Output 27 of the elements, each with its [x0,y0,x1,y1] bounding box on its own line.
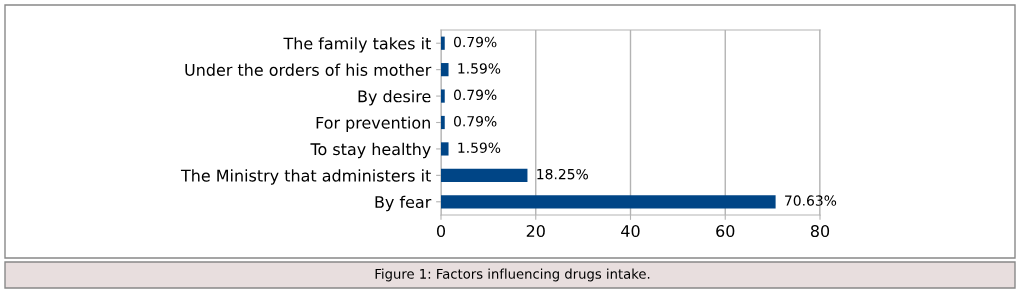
x-tick-label: 60 [716,225,735,238]
data-label: 70.63% [785,195,837,206]
caption: Figure 1: Factors influencing drugs intake. [375,268,650,282]
data-label: 1.59% [458,63,501,74]
y-tick-label: For prevention [316,116,430,132]
bar [441,89,445,103]
data-label: 0.79% [453,116,497,127]
y-tick-label: The family takes it [283,37,431,53]
y-tick-label: To stay healthy [310,142,431,159]
data-label: 0.79% [453,36,497,48]
data-label: 18.25% [537,168,588,180]
data-label: 0.79% [453,89,497,101]
x-tick-label: 20 [526,225,545,238]
x-tick-label: 80 [810,225,830,238]
y-tick-label: The Ministry that administers it [180,169,431,185]
data-label: 1.59% [458,142,501,153]
x-tick-label: 40 [621,225,640,238]
bar [441,63,449,77]
bar [441,195,776,209]
bar [441,142,449,156]
bar [441,36,445,50]
y-tick-label: By desire [358,90,431,106]
bar [441,115,445,130]
y-tick-label: By fear [375,195,432,212]
bar [441,168,528,182]
x-tick-label: 0 [436,225,446,238]
y-tick-label: Under the orders of his mother [185,63,432,76]
